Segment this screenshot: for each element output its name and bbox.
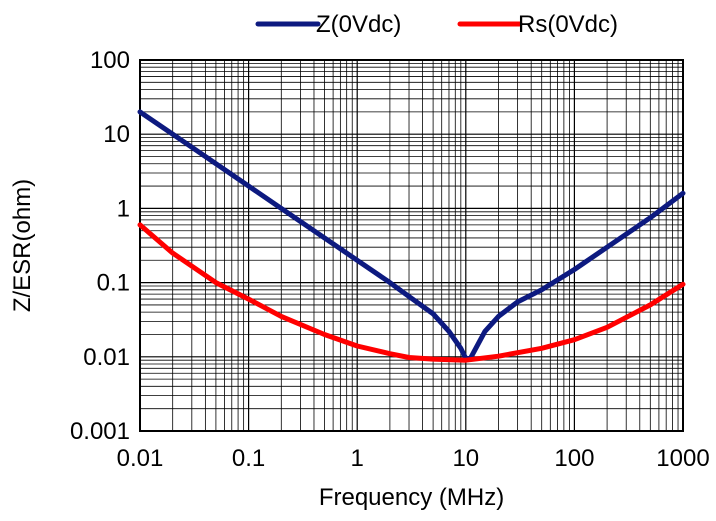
legend-label: Rs(0Vdc)	[518, 11, 618, 38]
x-tick-label: 1	[351, 445, 364, 472]
grid-lines	[139, 60, 683, 432]
legend-label: Z(0Vdc)	[316, 11, 401, 38]
y-tick-label: 100	[90, 47, 130, 74]
y-tick-label: 0.001	[70, 418, 130, 445]
y-tick-label: 0.01	[83, 344, 130, 371]
x-tick-label: 0.1	[232, 445, 265, 472]
series-layer	[137, 109, 686, 363]
x-tick-label: 0.01	[117, 445, 164, 472]
x-tick-label: 10	[452, 445, 479, 472]
series-line-1	[137, 109, 686, 361]
legend: Z(0Vdc) Rs(0Vdc)	[255, 11, 618, 38]
x-axis-label: Frequency (MHz)	[319, 484, 504, 511]
x-tick-label: 100	[554, 445, 594, 472]
x-tick-label: 1000	[656, 445, 709, 472]
plot-area-frame	[139, 59, 684, 432]
y-tick-label: 10	[103, 121, 130, 148]
y-tick-label: 0.1	[97, 270, 130, 297]
series-line-2	[137, 222, 686, 363]
y-axis-label: Z/ESR(ohm)	[9, 179, 36, 312]
x-tick-labels: 0.01 0.1 1 10 100 1000	[117, 445, 710, 472]
y-tick-labels: 0.001 0.01 0.1 1 10 100	[70, 47, 130, 445]
y-tick-label: 1	[117, 195, 130, 222]
